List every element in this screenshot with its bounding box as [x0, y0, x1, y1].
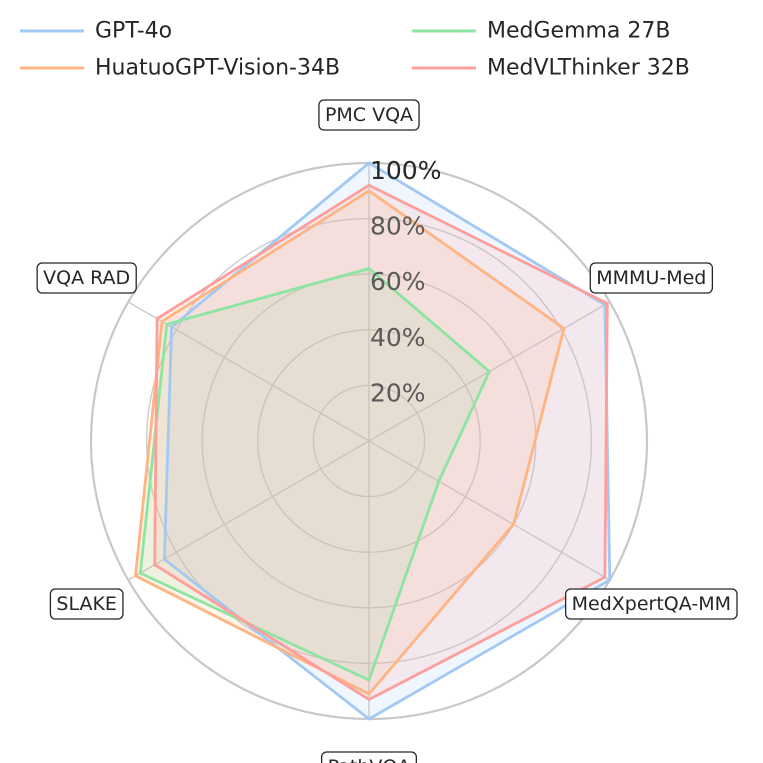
series-line	[162, 161, 612, 721]
axis-label-box	[589, 262, 714, 294]
axis-label-box	[320, 751, 418, 763]
legend-label: MedGemma 27B	[487, 19, 671, 44]
axis-label-text: MedXpertQA-MM	[572, 593, 731, 615]
axis-label-box	[49, 588, 124, 620]
series-fill	[164, 163, 610, 719]
radial-tick-label: 100%	[370, 156, 441, 185]
axis-label-text: PathVQA	[328, 756, 411, 763]
legend-label: GPT-4o	[95, 19, 172, 44]
axis-label: PathVQA	[320, 751, 418, 763]
grid-spoke	[127, 440, 370, 581]
series-line	[134, 189, 566, 696]
series-fill	[140, 268, 490, 681]
axis-label-box	[36, 262, 137, 294]
legend-item: GPT-4o	[20, 19, 172, 44]
radial-tick-label: 60%	[370, 267, 426, 296]
legend: GPT-4o HuatuoGPT-Vision-34B MedGemma 27B Me…	[20, 19, 690, 81]
legend-label: HuatuoGPT-Vision-34B	[95, 56, 340, 81]
axis-label-text: PMC VQA	[325, 104, 413, 126]
legend-item: MedGemma 27B	[412, 19, 671, 44]
axis-label-text: VQA RAD	[43, 267, 130, 289]
series-line	[153, 183, 609, 702]
axis-label: SLAKE	[49, 588, 124, 620]
legend-label: MedVLThinker 32B	[487, 56, 690, 81]
radial-tick-label: 40%	[370, 323, 426, 352]
radial-tick-label: 20%	[370, 378, 426, 407]
series-lines	[134, 161, 612, 721]
axis-labels: PMC VQA MMMU-Med MedXpertQA-MM PathVQA SLAKE…	[36, 99, 738, 763]
series-fill	[154, 185, 608, 700]
series-fills	[135, 163, 610, 719]
legend-item: HuatuoGPT-Vision-34B	[20, 56, 340, 81]
axis-label-box	[318, 99, 420, 131]
axis-label: VQA RAD	[36, 262, 137, 294]
axis-label: MedXpertQA-MM	[564, 588, 738, 620]
axis-label: MMMU-Med	[589, 262, 714, 294]
axis-label-box	[564, 588, 738, 620]
legend-item: MedVLThinker 32B	[412, 56, 690, 81]
series-line	[138, 267, 492, 683]
axis-label: PMC VQA	[318, 99, 420, 131]
axis-label-text: SLAKE	[56, 593, 117, 615]
radial-tick-labels: 20% 40% 60% 80% 100%	[370, 156, 441, 407]
series-fill	[135, 190, 564, 695]
axis-label-text: MMMU-Med	[596, 267, 706, 289]
radial-tick-label: 80%	[370, 212, 426, 241]
grid-spoke	[368, 440, 611, 581]
